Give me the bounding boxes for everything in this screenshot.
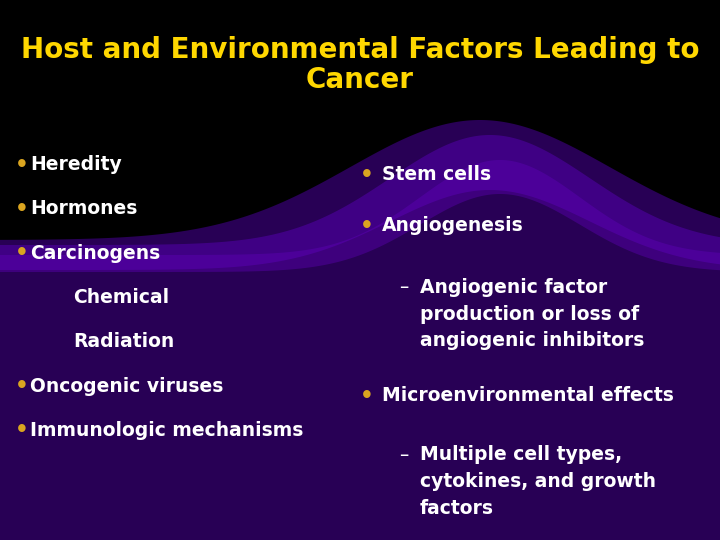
Text: •: •	[14, 199, 28, 219]
Text: Oncogenic viruses: Oncogenic viruses	[30, 376, 224, 396]
Text: Angiogenesis: Angiogenesis	[382, 216, 523, 235]
Text: •: •	[14, 376, 28, 396]
Text: •: •	[360, 386, 374, 406]
Text: Angiogenic factor
production or loss of
angiogenic inhibitors: Angiogenic factor production or loss of …	[420, 278, 644, 350]
Text: Host and Environmental Factors Leading to: Host and Environmental Factors Leading t…	[21, 36, 699, 64]
Polygon shape	[0, 160, 720, 272]
Text: •: •	[360, 216, 374, 236]
Text: Radiation: Radiation	[73, 332, 175, 352]
Text: Chemical: Chemical	[73, 288, 170, 307]
Text: •: •	[14, 243, 28, 264]
Text: –: –	[400, 446, 409, 464]
Text: Microenvironmental effects: Microenvironmental effects	[382, 386, 674, 405]
Text: Immunologic mechanisms: Immunologic mechanisms	[30, 421, 304, 440]
Text: Hormones: Hormones	[30, 199, 138, 219]
Text: Stem cells: Stem cells	[382, 165, 491, 184]
Text: Multiple cell types,
cytokines, and growth
factors: Multiple cell types, cytokines, and grow…	[420, 446, 656, 517]
Polygon shape	[0, 120, 720, 540]
Text: •: •	[14, 154, 28, 175]
Polygon shape	[0, 135, 720, 270]
Text: Cancer: Cancer	[306, 66, 414, 94]
Text: Heredity: Heredity	[30, 155, 122, 174]
Text: –: –	[400, 278, 409, 297]
Text: •: •	[360, 165, 374, 185]
Text: •: •	[14, 420, 28, 441]
Text: Carcinogens: Carcinogens	[30, 244, 161, 263]
